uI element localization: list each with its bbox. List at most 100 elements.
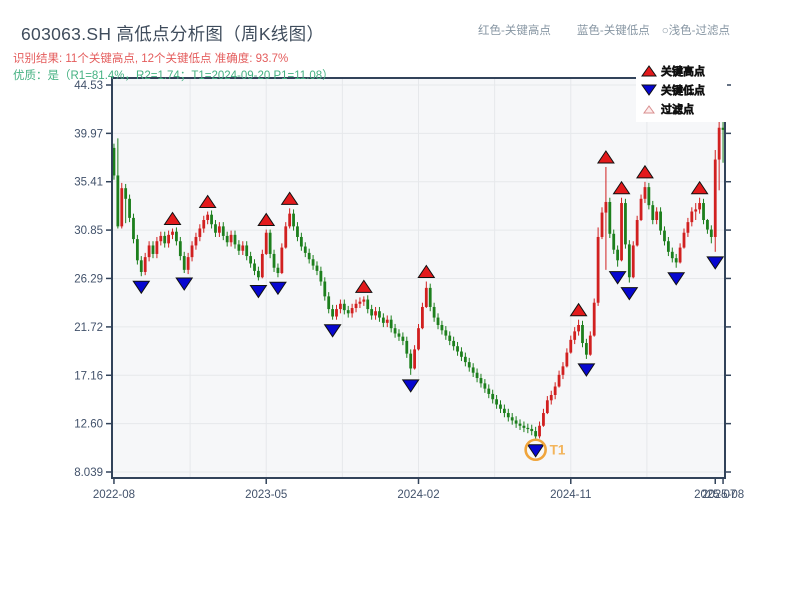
key-low-marker: [667, 272, 686, 286]
candle-body: [698, 203, 702, 210]
y-tick-label: 8.039: [74, 467, 103, 479]
candle-body: [229, 234, 233, 243]
key-low-marker: [132, 280, 151, 295]
candle-body: [573, 331, 577, 340]
candle-body: [323, 281, 327, 297]
candle-body: [139, 260, 143, 272]
x-tick-label: 2022-08: [93, 489, 135, 501]
candle-body: [475, 372, 479, 379]
candle-body: [655, 211, 659, 221]
candle-body: [565, 352, 569, 367]
candle-body: [424, 287, 428, 307]
candle-body: [190, 245, 194, 258]
candle-body: [143, 257, 147, 272]
candle-body: [612, 233, 616, 250]
candle-body: [620, 203, 623, 261]
candle-body: [303, 246, 307, 253]
key-high-marker: [257, 212, 276, 227]
candle-body: [639, 198, 643, 221]
candle-body: [674, 258, 678, 263]
legend-item-label: 关键低点: [661, 83, 705, 97]
y-tick-label: 17.16: [74, 370, 103, 382]
candle-body: [413, 349, 416, 369]
candle-body: [280, 247, 284, 274]
candle-body: [592, 302, 596, 336]
key-point-markers: [132, 150, 725, 458]
candle-body: [366, 299, 370, 310]
candle-body: [206, 214, 210, 221]
key-high-marker: [596, 150, 615, 164]
key-low-marker: [620, 287, 639, 301]
candle-body: [421, 306, 424, 329]
candle-body: [249, 256, 253, 264]
candle-body: [124, 188, 128, 199]
candle-body: [471, 367, 475, 373]
candle-body: [362, 299, 366, 302]
candle-body: [198, 228, 202, 237]
candle-body: [319, 270, 323, 282]
candle-body: [225, 235, 229, 243]
key-low-marker: [323, 324, 342, 338]
candle-body: [631, 245, 635, 278]
candle-body: [194, 236, 198, 246]
candle-body: [331, 309, 335, 317]
candle-body: [381, 317, 385, 323]
candle-body: [530, 428, 534, 432]
candle-body: [159, 235, 163, 242]
candle-body: [514, 420, 518, 424]
t1-annotation: T1: [524, 438, 566, 462]
candle-body: [311, 259, 315, 266]
candle-body: [268, 232, 272, 254]
candle-body: [358, 301, 362, 304]
candle-body: [284, 226, 288, 248]
candle-body: [151, 245, 155, 254]
candle-body: [608, 201, 612, 234]
candle-body: [588, 335, 592, 355]
page-title: 603063.SH 高低点分析图（周K线图）: [21, 24, 325, 44]
candle-body: [557, 374, 561, 387]
x-tick-label: 2023-05: [245, 489, 287, 501]
candle-body: [112, 147, 116, 176]
candle-body: [467, 362, 471, 368]
legend-item-key-high[interactable]: 关键高点: [641, 64, 706, 79]
legend-item-key-low[interactable]: 关键低点: [641, 83, 706, 98]
candle-body: [428, 287, 432, 307]
candle-body: [713, 159, 717, 237]
candle-body: [518, 423, 522, 426]
candle-body: [210, 214, 213, 225]
candle-body: [499, 404, 502, 409]
candle-body: [647, 187, 651, 206]
candle-body: [260, 253, 264, 278]
candle-body: [460, 351, 463, 357]
candle-body: [370, 309, 374, 316]
key-low-marker: [269, 281, 287, 296]
key-low-marker: [401, 379, 420, 393]
candle-body: [116, 175, 120, 227]
candle-body: [635, 220, 639, 246]
candle-body: [495, 399, 498, 405]
candle-body: [178, 241, 182, 257]
y-tick-label: 26.29: [74, 273, 103, 285]
top-legend-filter: ○浅色-过滤点: [661, 25, 730, 37]
candle-body: [717, 127, 721, 160]
candle-body: [186, 257, 190, 270]
candle-body: [389, 319, 393, 329]
candle-body: [624, 203, 627, 245]
candle-body: [354, 303, 358, 309]
candle-body: [237, 244, 241, 251]
candle-body: [440, 324, 444, 331]
candle-body: [292, 213, 295, 227]
candle-body: [596, 236, 600, 303]
candle-body: [339, 303, 342, 310]
legend-item-filter[interactable]: 过滤点: [643, 103, 695, 117]
candle-body: [444, 330, 448, 336]
candle-body: [463, 356, 467, 363]
candle-body: [132, 217, 135, 240]
x-tick-label: 2025-08: [702, 489, 744, 501]
candle-body: [616, 249, 620, 261]
key-high-marker: [612, 180, 631, 195]
candle-body: [542, 413, 545, 426]
candle-body: [651, 205, 655, 221]
